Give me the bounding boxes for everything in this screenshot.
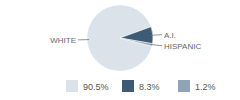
leader-line bbox=[150, 44, 162, 45]
category-label: HISPANIC bbox=[164, 42, 201, 51]
leader-line bbox=[78, 39, 89, 40]
legend: 90.5% 8.3% 1.2% bbox=[66, 80, 216, 92]
slices bbox=[87, 5, 153, 71]
chart: WHITE A.I. HISPANIC 90.5% 8.3% 1.2% bbox=[0, 0, 240, 100]
legend-label: 90.5% bbox=[83, 82, 109, 92]
slice bbox=[120, 38, 153, 46]
category-label: A.I. bbox=[164, 31, 176, 40]
category-label: WHITE bbox=[50, 36, 76, 45]
legend-swatch bbox=[122, 80, 134, 92]
leader-line bbox=[151, 34, 162, 36]
legend-swatch bbox=[178, 80, 190, 92]
legend-label: 8.3% bbox=[139, 82, 160, 92]
legend-label: 1.2% bbox=[195, 82, 216, 92]
legend-swatch bbox=[66, 80, 78, 92]
